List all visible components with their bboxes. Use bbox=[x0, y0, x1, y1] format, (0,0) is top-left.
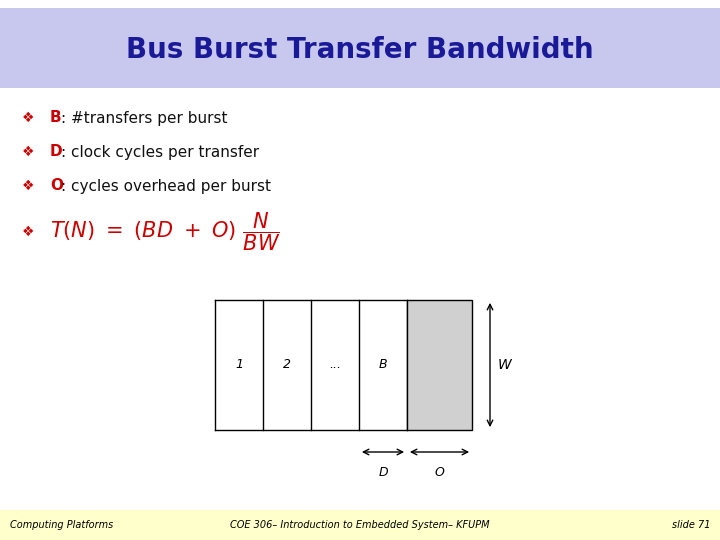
Text: : #transfers per burst: : #transfers per burst bbox=[61, 111, 228, 125]
Text: 1: 1 bbox=[235, 359, 243, 372]
Text: ❖: ❖ bbox=[22, 145, 35, 159]
Text: ❖: ❖ bbox=[22, 179, 35, 193]
Bar bbox=[0, 8, 720, 88]
Text: W: W bbox=[498, 358, 512, 372]
Bar bbox=[0, 510, 720, 540]
Text: Computing Platforms: Computing Platforms bbox=[10, 520, 113, 530]
Text: D: D bbox=[50, 145, 63, 159]
Text: B: B bbox=[50, 111, 62, 125]
Text: Bus Burst Transfer Bandwidth: Bus Burst Transfer Bandwidth bbox=[126, 36, 594, 64]
Text: ❖: ❖ bbox=[22, 111, 35, 125]
Text: slide 71: slide 71 bbox=[672, 520, 710, 530]
Text: ...: ... bbox=[329, 359, 341, 372]
Text: D: D bbox=[378, 466, 388, 479]
Text: O: O bbox=[435, 466, 444, 479]
Text: : clock cycles per transfer: : clock cycles per transfer bbox=[61, 145, 259, 159]
Text: COE 306– Introduction to Embedded System– KFUPM: COE 306– Introduction to Embedded System… bbox=[230, 520, 490, 530]
Text: B: B bbox=[379, 359, 387, 372]
Text: $\mathit{T(N)}\ =\ \mathit{(BD\ +\ O)}\ \dfrac{\mathit{N}}{\mathit{BW}}$: $\mathit{T(N)}\ =\ \mathit{(BD\ +\ O)}\ … bbox=[50, 211, 281, 253]
Text: ❖: ❖ bbox=[22, 225, 35, 239]
Text: : cycles overhead per burst: : cycles overhead per burst bbox=[61, 179, 271, 193]
Bar bbox=[407, 300, 472, 430]
Text: O: O bbox=[50, 179, 63, 193]
Text: 2: 2 bbox=[283, 359, 291, 372]
